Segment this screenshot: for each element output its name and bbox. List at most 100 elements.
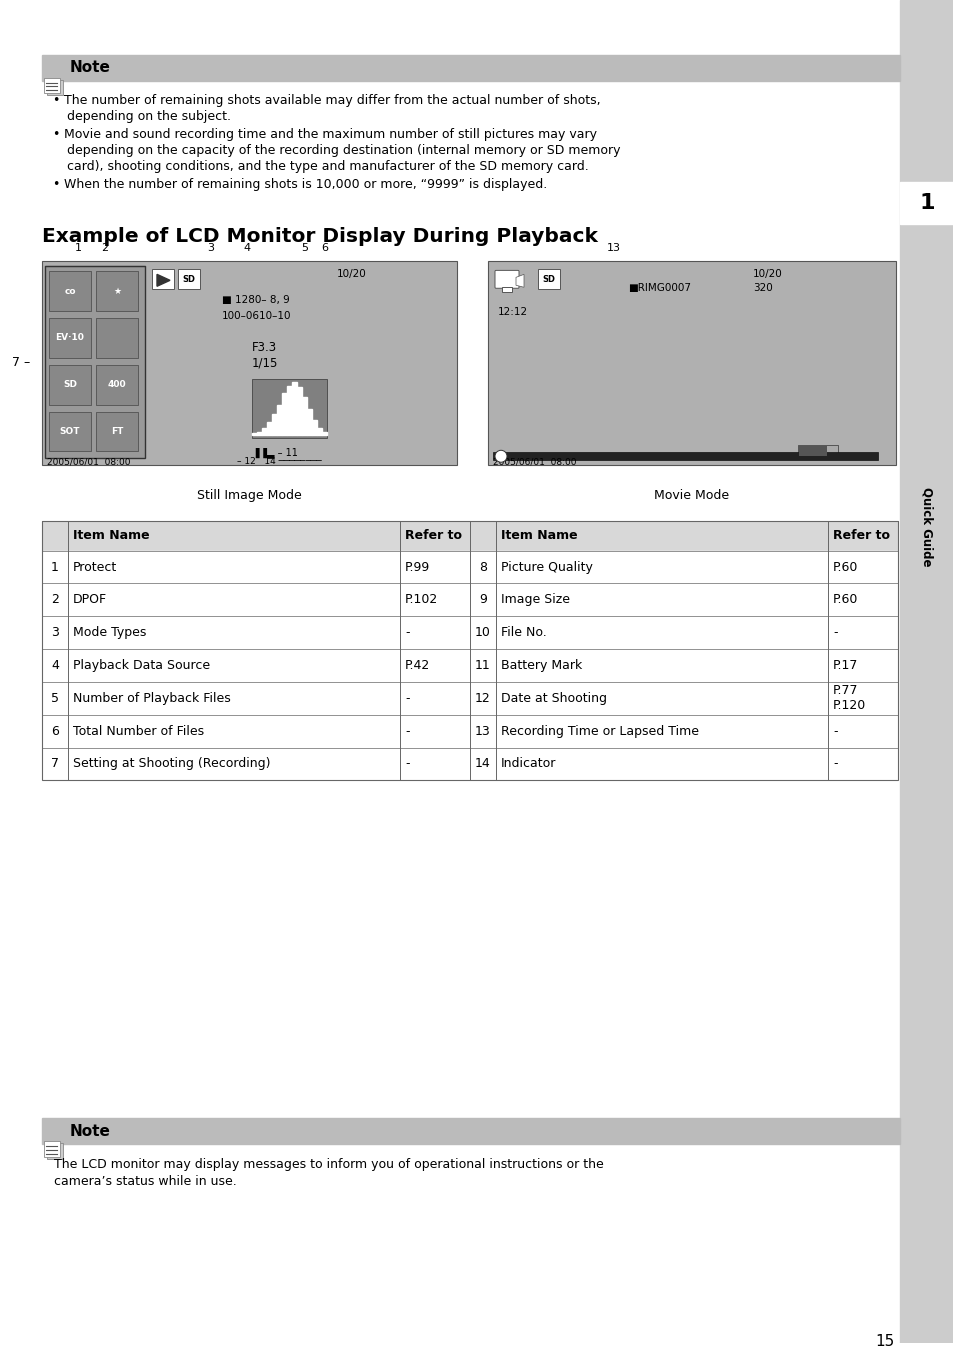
Text: 13: 13 — [475, 724, 491, 738]
Text: Note: Note — [70, 59, 111, 76]
Text: depending on the subject.: depending on the subject. — [67, 111, 231, 123]
Text: P.17: P.17 — [832, 659, 858, 671]
Bar — [899, 0, 953, 1343]
Bar — [44, 1142, 60, 1156]
Bar — [44, 77, 60, 93]
Text: Date at Shooting: Date at Shooting — [500, 692, 606, 705]
Text: •: • — [52, 178, 59, 190]
Text: Still Image Mode: Still Image Mode — [197, 489, 301, 503]
Bar — [42, 521, 897, 781]
Text: Movie and sound recording time and the maximum number of still pictures may vary: Movie and sound recording time and the m… — [64, 128, 597, 142]
Bar — [43, 682, 897, 715]
Text: P.60: P.60 — [832, 561, 858, 574]
Text: The LCD monitor may display messages to inform you of operational instructions o: The LCD monitor may display messages to … — [54, 1158, 603, 1171]
Text: 8: 8 — [478, 561, 486, 574]
Text: 4: 4 — [51, 659, 59, 671]
Text: Picture Quality: Picture Quality — [500, 561, 592, 574]
Text: card), shooting conditions, and the type and manufacturer of the SD memory card.: card), shooting conditions, and the type… — [67, 159, 588, 173]
Bar — [899, 182, 953, 224]
Bar — [47, 80, 63, 96]
Text: 320: 320 — [752, 284, 772, 293]
Text: co: co — [64, 286, 75, 296]
Text: 9: 9 — [478, 593, 486, 607]
Text: -: - — [405, 627, 409, 639]
Bar — [43, 650, 897, 681]
Bar — [292, 382, 296, 435]
Bar — [96, 365, 138, 404]
Text: 10: 10 — [475, 627, 491, 639]
Bar — [296, 388, 301, 435]
Bar — [501, 288, 512, 292]
Text: •: • — [52, 95, 59, 108]
Bar — [272, 415, 276, 435]
Text: EV·10: EV·10 — [55, 334, 85, 342]
Text: -: - — [832, 627, 837, 639]
Text: P.42: P.42 — [405, 659, 430, 671]
Text: – 12   14 ────────: – 12 14 ──────── — [236, 457, 321, 466]
Bar — [316, 428, 321, 435]
Bar — [43, 715, 897, 747]
Text: The number of remaining shots available may differ from the actual number of sho: The number of remaining shots available … — [64, 95, 600, 108]
Bar — [282, 393, 287, 435]
Text: 1/15: 1/15 — [252, 357, 278, 370]
Text: Refer to: Refer to — [832, 530, 889, 542]
Text: -: - — [405, 758, 409, 770]
Text: Item Name: Item Name — [73, 530, 150, 542]
Text: P.77
P.120: P.77 P.120 — [832, 685, 865, 712]
Text: DPOF: DPOF — [73, 593, 107, 607]
Text: 2005/06/01  08:00: 2005/06/01 08:00 — [47, 457, 131, 466]
Text: P.99: P.99 — [405, 561, 430, 574]
Text: ▐▐▃ – 11: ▐▐▃ – 11 — [252, 447, 297, 458]
Text: •: • — [52, 128, 59, 142]
Text: 1: 1 — [919, 193, 934, 212]
Text: 5: 5 — [301, 243, 308, 254]
Text: 3: 3 — [51, 627, 59, 639]
Text: Recording Time or Lapsed Time: Recording Time or Lapsed Time — [500, 724, 699, 738]
Text: 400: 400 — [108, 380, 126, 389]
Text: Protect: Protect — [73, 561, 117, 574]
Text: 2005/06/01  08:00: 2005/06/01 08:00 — [493, 457, 576, 466]
Text: Setting at Shooting (Recording): Setting at Shooting (Recording) — [73, 758, 271, 770]
Polygon shape — [157, 274, 170, 286]
Text: 11: 11 — [475, 659, 491, 671]
Text: Example of LCD Monitor Display During Playback: Example of LCD Monitor Display During Pl… — [42, 227, 598, 246]
Text: F3.3: F3.3 — [252, 340, 276, 354]
Text: SD: SD — [63, 380, 77, 389]
Bar — [49, 365, 91, 404]
Bar — [43, 551, 897, 584]
Text: 2: 2 — [51, 593, 59, 607]
Text: ■ 1280– 8, 9: ■ 1280– 8, 9 — [222, 296, 290, 305]
Polygon shape — [516, 274, 523, 288]
Text: SOT: SOT — [60, 427, 80, 436]
Text: SD: SD — [542, 274, 555, 284]
Bar — [49, 317, 91, 358]
Text: 7: 7 — [51, 758, 59, 770]
Text: Mode Types: Mode Types — [73, 627, 146, 639]
Bar — [252, 434, 256, 435]
Text: Playback Data Source: Playback Data Source — [73, 659, 210, 671]
Bar — [96, 272, 138, 311]
Text: 13: 13 — [606, 243, 620, 254]
Text: Note: Note — [70, 1124, 111, 1139]
Bar — [307, 408, 312, 435]
Bar — [287, 385, 292, 435]
Text: 10/20: 10/20 — [752, 269, 781, 280]
Bar — [45, 266, 145, 458]
Bar — [312, 420, 316, 435]
Text: P.102: P.102 — [405, 593, 437, 607]
Text: 10/20: 10/20 — [336, 269, 366, 280]
Text: Image Size: Image Size — [500, 593, 569, 607]
Bar — [152, 269, 173, 289]
Text: 5: 5 — [51, 692, 59, 705]
Bar — [42, 54, 899, 81]
Bar — [256, 431, 261, 435]
Bar — [49, 272, 91, 311]
Text: ■RIMG0007: ■RIMG0007 — [627, 284, 690, 293]
Bar — [267, 422, 272, 435]
Bar — [42, 262, 456, 465]
Bar — [96, 412, 138, 451]
Text: 2: 2 — [101, 243, 109, 254]
Bar — [42, 1119, 899, 1144]
Text: camera’s status while in use.: camera’s status while in use. — [54, 1175, 236, 1188]
Text: 1: 1 — [51, 561, 59, 574]
